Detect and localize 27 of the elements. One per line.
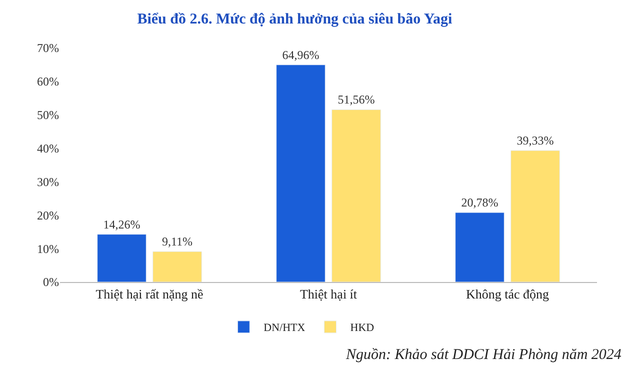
legend-label: HKD bbox=[350, 322, 374, 334]
data-label: 39,33% bbox=[516, 134, 554, 148]
x-tick-label: Không tác động bbox=[466, 286, 550, 302]
data-label: 9,11% bbox=[162, 234, 193, 249]
text: Nguồn: Khảo sát DDCI Hải Phòng năm 2024 bbox=[345, 347, 622, 363]
chart-title: Biểu đồ 2.6. Mức độ ảnh hưởng của siêu bão Yagi bbox=[137, 12, 452, 28]
legend-label: DN/HTX bbox=[264, 322, 306, 334]
bar bbox=[152, 251, 202, 282]
x-tick-label: Thiệt hại rất nặng nề bbox=[96, 286, 204, 302]
data-label: 14,26% bbox=[103, 217, 140, 232]
y-tick-label: 70% bbox=[37, 41, 59, 56]
bar bbox=[276, 64, 326, 282]
y-tick-label: 50% bbox=[37, 108, 59, 122]
bar bbox=[510, 150, 560, 282]
x-tick-label: Thiệt hại ít bbox=[300, 286, 358, 302]
y-tick-label: 60% bbox=[37, 74, 59, 89]
data-label: 64,96% bbox=[282, 48, 320, 62]
y-tick-label: 40% bbox=[37, 141, 59, 156]
y-tick-label: 0% bbox=[43, 275, 59, 290]
bar bbox=[455, 212, 504, 282]
bar bbox=[332, 109, 381, 282]
y-tick-label: 20% bbox=[37, 208, 59, 222]
bar bbox=[97, 234, 146, 282]
y-tick-label: 10% bbox=[37, 242, 59, 256]
data-label: 20,78% bbox=[461, 196, 498, 210]
y-tick-label: 30% bbox=[37, 174, 59, 189]
data-label: 51,56% bbox=[338, 92, 375, 107]
